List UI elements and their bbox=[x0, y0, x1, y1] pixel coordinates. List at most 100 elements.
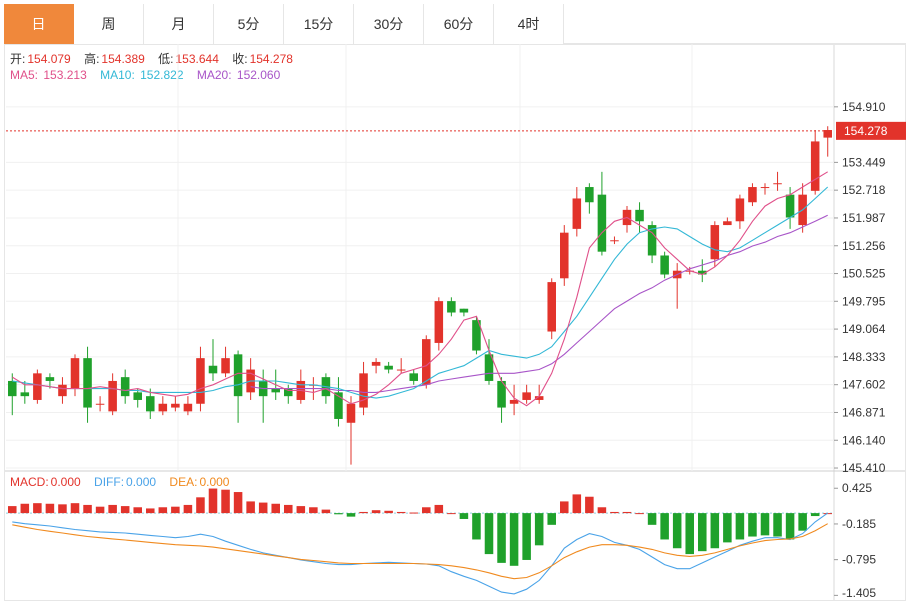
dea-label: DEA: bbox=[169, 475, 198, 489]
macd-bar-44 bbox=[560, 501, 569, 514]
macd-bar-41 bbox=[522, 513, 531, 560]
tab-6[interactable]: 60分 bbox=[424, 4, 494, 44]
candle-body-39 bbox=[497, 380, 506, 408]
macd-bar-29 bbox=[371, 510, 381, 514]
macd-bar-18 bbox=[233, 492, 243, 514]
macd-label: MACD: bbox=[10, 475, 49, 489]
ma20-label: MA20: bbox=[196, 68, 232, 82]
ma10-line bbox=[12, 186, 829, 399]
candle-body-42 bbox=[534, 396, 544, 400]
ytick-label-9: 147.602 bbox=[842, 378, 886, 392]
tab-0[interactable]: 日 bbox=[4, 4, 74, 44]
candle-body-45 bbox=[572, 198, 582, 229]
ytick-label-11: 146.140 bbox=[842, 433, 886, 447]
candle-body-2 bbox=[33, 373, 42, 400]
candle-body-40 bbox=[509, 399, 519, 404]
macd-bar-9 bbox=[120, 506, 130, 514]
macd-bar-4 bbox=[58, 504, 67, 514]
candle-body-38 bbox=[484, 354, 494, 381]
candle-body-31 bbox=[396, 369, 406, 371]
tab-7[interactable]: 4时 bbox=[494, 4, 564, 44]
macd-bar-42 bbox=[534, 513, 544, 546]
macd-bar-54 bbox=[685, 513, 694, 555]
ytick-label-0: 154.910 bbox=[842, 100, 886, 114]
candle-body-8 bbox=[108, 380, 117, 412]
diff-label: DIFF: bbox=[94, 475, 125, 489]
candle-body-30 bbox=[384, 365, 393, 370]
candle-body-64 bbox=[810, 141, 820, 191]
candle-body-4 bbox=[58, 384, 67, 397]
macd-bar-43 bbox=[547, 513, 556, 525]
tab-4[interactable]: 15分 bbox=[284, 4, 354, 44]
candle-body-29 bbox=[371, 361, 381, 366]
candle-body-23 bbox=[296, 380, 306, 400]
macd-bar-24 bbox=[309, 507, 318, 514]
candle-body-54 bbox=[685, 270, 694, 272]
candle-body-17 bbox=[221, 358, 230, 374]
macd-bar-48 bbox=[610, 511, 619, 514]
ma-legend: MA5: 153.213 MA10: 152.822 MA20: 152.060 bbox=[10, 68, 282, 82]
macd-bar-28 bbox=[359, 511, 368, 514]
macd-bar-25 bbox=[321, 509, 331, 514]
candle-body-25 bbox=[321, 377, 331, 397]
macd-bar-49 bbox=[622, 511, 632, 514]
candle-body-3 bbox=[45, 377, 55, 381]
candle-body-56 bbox=[710, 225, 720, 260]
candle-body-65 bbox=[823, 130, 832, 138]
macd-bar-0 bbox=[8, 506, 17, 514]
macd-bar-31 bbox=[396, 511, 406, 514]
ytick-label-1: 153.449 bbox=[842, 155, 886, 169]
candle-body-6 bbox=[83, 358, 92, 408]
candle-body-16 bbox=[208, 365, 218, 374]
macd-bar-8 bbox=[108, 504, 117, 514]
macd-bar-19 bbox=[246, 501, 255, 514]
tab-2[interactable]: 月 bbox=[144, 4, 214, 44]
macd-bar-33 bbox=[422, 507, 431, 514]
macd-ytick-label-1: -0.185 bbox=[842, 517, 876, 531]
macd-bar-52 bbox=[660, 513, 669, 540]
macd-ytick-label-0: 0.425 bbox=[842, 481, 872, 495]
candle-body-33 bbox=[422, 339, 431, 385]
dea-value: 0.000 bbox=[199, 475, 230, 489]
macd-bar-15 bbox=[196, 497, 205, 514]
ytick-label-4: 151.256 bbox=[842, 239, 886, 253]
close-value: 154.278 bbox=[249, 52, 293, 66]
tab-3[interactable]: 5分 bbox=[214, 4, 284, 44]
ohlc-legend: 开: 154.079 高: 154.389 低: 153.644 收: 154.278 bbox=[10, 50, 295, 67]
macd-bar-12 bbox=[158, 507, 168, 514]
last-price-tag bbox=[836, 121, 906, 140]
ma5-label: MA5: bbox=[10, 68, 39, 82]
macd-bar-58 bbox=[735, 513, 745, 540]
macd-bar-51 bbox=[647, 513, 657, 525]
macd-bar-53 bbox=[672, 513, 682, 549]
macd-bar-50 bbox=[635, 513, 644, 515]
candle-body-15 bbox=[196, 358, 205, 404]
candle-body-57 bbox=[723, 221, 732, 226]
macd-bar-1 bbox=[20, 503, 30, 514]
candle-body-11 bbox=[146, 396, 155, 412]
ma20-line bbox=[250, 214, 828, 393]
ytick-label-7: 149.064 bbox=[842, 322, 886, 336]
candle-body-49 bbox=[622, 209, 632, 226]
macd-bar-32 bbox=[409, 512, 418, 514]
macd-bar-47 bbox=[597, 507, 607, 514]
candle-body-1 bbox=[20, 392, 30, 397]
macd-bar-17 bbox=[221, 489, 230, 514]
tab-1[interactable]: 周 bbox=[74, 4, 144, 44]
candle-body-9 bbox=[120, 377, 130, 397]
candle-body-35 bbox=[447, 301, 456, 313]
ma5-line bbox=[12, 171, 828, 407]
macd-bar-45 bbox=[572, 494, 582, 514]
macd-bar-40 bbox=[509, 513, 519, 566]
candle-body-21 bbox=[271, 388, 280, 393]
tab-5[interactable]: 30分 bbox=[354, 4, 424, 44]
macd-bar-22 bbox=[284, 504, 293, 514]
candle-body-32 bbox=[409, 373, 418, 381]
last-price-label: 154.278 bbox=[844, 124, 888, 138]
candle-body-34 bbox=[434, 301, 444, 343]
macd-bar-30 bbox=[384, 510, 393, 514]
period-tabbar: 日周月 5分 15分 30分 60分 4时 bbox=[4, 4, 906, 44]
macd-bar-59 bbox=[748, 513, 757, 537]
candle-body-50 bbox=[635, 209, 644, 222]
